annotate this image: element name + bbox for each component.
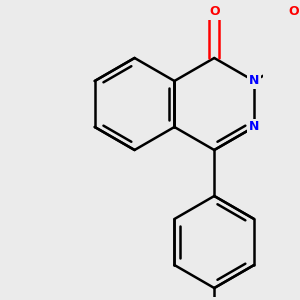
Text: O: O (209, 5, 220, 19)
Text: N: N (249, 121, 259, 134)
Text: N: N (249, 74, 259, 88)
Text: O: O (289, 5, 299, 19)
